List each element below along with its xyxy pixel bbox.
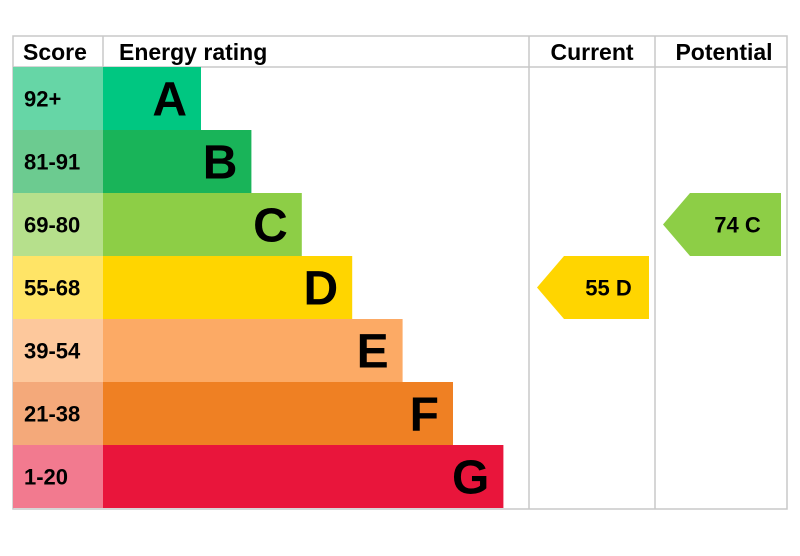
score-cell-f — [13, 382, 103, 445]
band-letter-d: D — [304, 263, 339, 316]
band-letter-f: F — [410, 389, 439, 442]
current-arrow — [537, 256, 649, 319]
band-letter-b: B — [203, 137, 238, 190]
rating-arrows: 55 D 74 C — [537, 193, 781, 319]
score-cell-b — [13, 130, 103, 193]
potential-arrow — [663, 193, 781, 256]
score-cell-g — [13, 445, 103, 508]
score-cell-a — [13, 67, 103, 130]
band-bar-g — [103, 445, 504, 508]
band-letter-a: A — [152, 74, 187, 127]
band-bar-d — [103, 256, 353, 319]
score-header: Score — [23, 39, 87, 65]
potential-rating-label: 74 C — [714, 213, 761, 238]
band-letter-e: E — [357, 326, 389, 379]
band-bar-b — [103, 130, 252, 193]
band-bar-f — [103, 382, 453, 445]
band-bar-c — [103, 193, 302, 256]
energy-rating-header: Energy rating — [119, 39, 267, 65]
score-label-f: 21-38 — [24, 402, 80, 427]
rating-bands: 92+ A 81-91 B 69-80 C 55-68 D 39-54 E 21-38 F 1-20 G — [13, 67, 504, 508]
score-label-c: 69-80 — [24, 213, 80, 238]
band-bar-a — [103, 67, 201, 130]
band-bar-e — [103, 319, 403, 382]
score-label-e: 39-54 — [24, 339, 81, 364]
current-header: Current — [550, 39, 633, 65]
score-cell-d — [13, 256, 103, 319]
score-label-g: 1-20 — [24, 465, 68, 490]
band-letter-c: C — [253, 200, 288, 253]
score-cell-c — [13, 193, 103, 256]
current-rating-label: 55 D — [585, 276, 631, 301]
score-label-a: 92+ — [24, 87, 61, 112]
potential-header: Potential — [675, 39, 772, 65]
score-label-d: 55-68 — [24, 276, 80, 301]
score-label-b: 81-91 — [24, 150, 80, 175]
band-letter-g: G — [452, 452, 489, 505]
score-cell-e — [13, 319, 103, 382]
